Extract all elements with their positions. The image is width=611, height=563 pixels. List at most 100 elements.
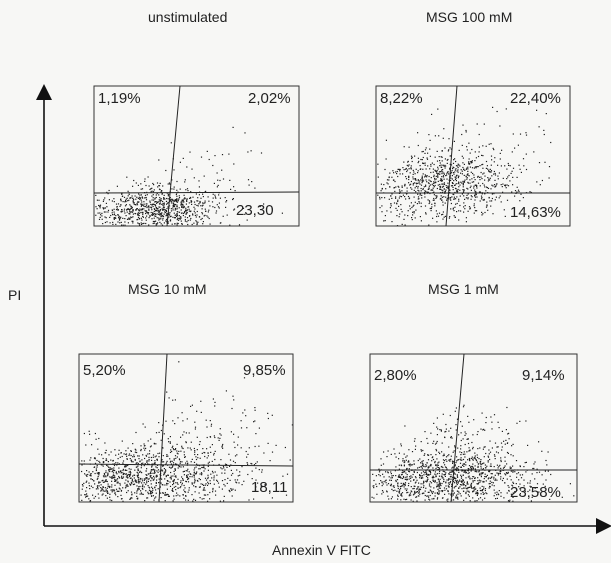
event-dot	[216, 480, 219, 482]
event-dot	[451, 485, 453, 487]
event-dot	[129, 470, 131, 472]
event-dot	[384, 168, 386, 171]
quadrant-lower-right: 23,30	[236, 202, 274, 219]
event-dot	[458, 200, 460, 202]
event-dot	[269, 460, 271, 462]
event-dot	[167, 198, 169, 200]
event-dot	[400, 494, 403, 496]
event-dot	[199, 202, 201, 204]
event-dot	[136, 480, 138, 482]
event-dot	[258, 445, 260, 447]
event-dot	[398, 452, 400, 454]
event-dot	[470, 189, 472, 191]
event-dot	[207, 494, 209, 496]
event-dot	[141, 219, 143, 221]
event-dot	[151, 486, 153, 488]
event-dot	[135, 182, 137, 184]
event-dot	[469, 179, 471, 181]
event-dot	[415, 477, 417, 479]
event-dot	[163, 205, 165, 207]
event-dot	[104, 207, 106, 209]
event-dot	[182, 434, 184, 436]
event-dot	[163, 198, 165, 200]
event-dot	[512, 176, 514, 178]
event-dot	[172, 465, 174, 467]
event-dot	[176, 217, 179, 219]
event-dot	[438, 156, 440, 158]
event-dot	[468, 158, 470, 160]
event-dot	[168, 193, 170, 195]
event-dot	[86, 487, 88, 489]
event-dot	[84, 494, 86, 496]
event-dot	[437, 497, 439, 499]
event-dot	[97, 475, 99, 478]
event-dot	[485, 492, 487, 494]
event-dot	[214, 155, 216, 157]
event-dot	[429, 139, 431, 141]
event-dot	[482, 493, 484, 495]
event-dot	[474, 452, 476, 454]
event-dot	[132, 481, 134, 483]
event-dot	[233, 208, 236, 210]
event-dot	[461, 193, 463, 195]
event-dot	[403, 465, 405, 467]
event-dot	[155, 206, 157, 209]
event-dot	[477, 483, 479, 485]
event-dot	[186, 474, 188, 476]
event-dot	[387, 183, 389, 185]
event-dot	[394, 470, 396, 472]
event-dot	[457, 493, 459, 495]
event-dot	[129, 474, 131, 476]
event-dot	[395, 197, 397, 199]
event-dot	[174, 469, 176, 471]
event-dot	[497, 452, 499, 454]
event-dot	[483, 446, 485, 448]
event-dot	[454, 477, 456, 479]
event-dot	[243, 377, 246, 379]
event-dot	[377, 194, 379, 196]
event-dot	[504, 456, 506, 458]
event-dot	[113, 211, 115, 213]
event-dot	[384, 215, 386, 217]
event-dot	[474, 470, 476, 473]
event-dot	[398, 468, 400, 470]
event-dot	[441, 183, 443, 185]
event-dot	[172, 500, 174, 502]
event-dot	[465, 471, 467, 473]
event-dot	[111, 471, 113, 473]
event-dot	[172, 209, 174, 211]
event-dot	[93, 466, 95, 468]
event-dot	[465, 464, 467, 466]
event-dot	[172, 216, 174, 218]
event-dot	[137, 469, 139, 471]
event-dot	[444, 436, 446, 438]
event-dot	[162, 202, 164, 205]
event-dot	[427, 467, 429, 469]
event-dot	[151, 469, 154, 471]
event-dot	[175, 457, 177, 459]
event-dot	[116, 464, 118, 466]
event-dot	[140, 222, 142, 224]
event-dot	[174, 455, 177, 457]
event-dot	[486, 204, 488, 206]
event-dot	[186, 470, 188, 472]
event-dot	[118, 470, 120, 472]
event-dot	[445, 466, 447, 469]
event-dot	[147, 491, 149, 493]
event-dot	[439, 183, 441, 186]
event-dot	[178, 217, 180, 220]
event-dot	[399, 168, 401, 171]
event-dot	[142, 197, 144, 199]
event-dot	[467, 197, 469, 199]
event-dot	[475, 194, 477, 196]
event-dot	[163, 209, 165, 211]
event-dot	[112, 214, 114, 216]
event-dot	[212, 487, 214, 490]
event-dot	[410, 183, 412, 185]
event-dot	[171, 460, 173, 462]
event-dot	[241, 466, 243, 468]
event-dot	[215, 212, 217, 214]
event-dot	[453, 140, 455, 142]
event-dot	[381, 197, 383, 199]
event-dot	[447, 490, 449, 492]
